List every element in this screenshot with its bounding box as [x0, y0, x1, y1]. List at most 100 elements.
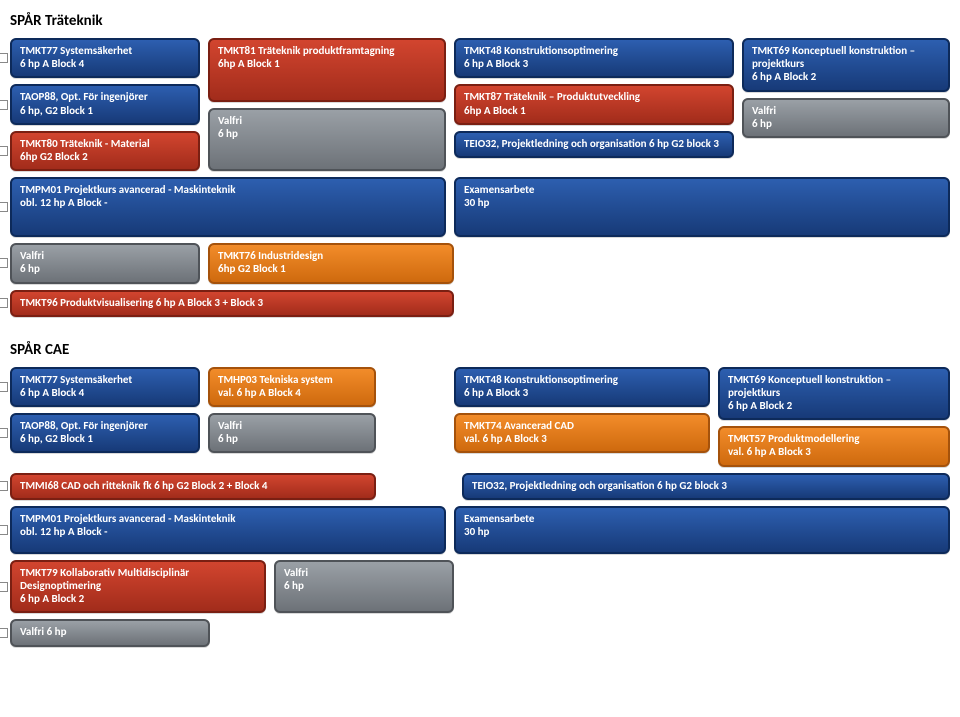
course-box: TMKT48 Konstruktionsoptimering 6 hp A Bl…: [454, 367, 710, 407]
course-box: Valfri 6 hp: [208, 413, 376, 453]
course-title: TMHP03 Tekniska system: [218, 373, 366, 386]
course-box: Valfri 6 hp: [208, 108, 446, 172]
course-title: TMKT69 Konceptuell konstruktion – projek…: [728, 373, 940, 399]
course-sub: 6hp A Block 1: [218, 57, 436, 70]
course-box: TMHP03 Tekniska system val. 6 hp A Block…: [208, 367, 376, 407]
course-title: TMKT80 Träteknik - Material: [20, 137, 190, 150]
tick-mark: [0, 382, 8, 392]
course-box: TMKT87 Träteknik – Produktutveckling 6hp…: [454, 84, 734, 124]
course-title: TMKT76 Industridesign: [218, 249, 444, 262]
course-box: TMKT74 Avancerad CAD val. 6 hp A Block 3: [454, 413, 710, 453]
course-sub: 6 hp A Block 2: [20, 592, 256, 605]
tra-row2: TMPM01 Projektkurs avancerad - Maskintek…: [10, 177, 950, 237]
course-box: TMKT79 Kollaborativ Multidisciplinär Des…: [10, 560, 266, 614]
course-box: TEIO32, Projektledning och organisation …: [462, 473, 950, 500]
course-sub: 6 hp A Block 2: [752, 70, 940, 83]
course-sub: 6 hp: [284, 579, 444, 592]
course-title: TMKT69 Konceptuell konstruktion – projek…: [752, 44, 940, 70]
course-sub: val. 6 hp A Block 3: [728, 445, 940, 458]
course-sub: 30 hp: [464, 196, 940, 209]
course-box: TMKT77 Systemsäkerhet 6 hp A Block 4: [10, 367, 200, 407]
course-title: TMKT57 Produktmodellering: [728, 432, 940, 445]
course-title: TAOP88, Opt. För ingenjörer: [20, 90, 190, 103]
tick-mark: [0, 202, 8, 212]
course-box: Examensarbete 30 hp: [454, 177, 950, 237]
course-title: TMKT48 Konstruktionsoptimering: [464, 44, 724, 57]
tick-mark: [0, 525, 8, 535]
course-sub: 6 hp: [752, 117, 940, 130]
cae-row3: TMPM01 Projektkurs avancerad - Maskintek…: [10, 506, 950, 554]
course-sub: obl. 12 hp A Block -: [20, 196, 436, 209]
course-title: Valfri: [284, 566, 444, 579]
tick-mark: [0, 146, 8, 156]
course-title: TMKT77 Systemsäkerhet: [20, 373, 190, 386]
course-box: TAOP88, Opt. För ingenjörer 6 hp, G2 Blo…: [10, 413, 200, 453]
course-box: Valfri 6 hp: [10, 243, 200, 283]
tick-mark: [0, 298, 8, 308]
course-box: TMPM01 Projektkurs avancerad - Maskintek…: [10, 177, 446, 237]
course-sub: 30 hp: [464, 525, 940, 538]
course-title: TMKT48 Konstruktionsoptimering: [464, 373, 700, 386]
course-sub: 6 hp A Block 3: [464, 57, 724, 70]
course-sub: 6 hp: [20, 262, 190, 275]
course-title: Valfri: [20, 249, 190, 262]
course-box: TMKT81 Träteknik produktframtagning 6hp …: [208, 38, 446, 102]
course-sub: 6 hp, G2 Block 1: [20, 432, 190, 445]
course-box: TMPM01 Projektkurs avancerad - Maskintek…: [10, 506, 446, 554]
course-sub: 6 hp A Block 4: [20, 57, 190, 70]
course-box: Valfri 6 hp: [274, 560, 454, 614]
section-title-cae: SPÅR CAE: [10, 341, 950, 359]
course-sub: 6hp A Block 1: [464, 104, 724, 117]
course-title: TMKT81 Träteknik produktframtagning: [218, 44, 436, 57]
course-title: TMKT87 Träteknik – Produktutveckling: [464, 90, 724, 103]
tra-row1: TMKT77 Systemsäkerhet 6 hp A Block 4 TAO…: [10, 38, 950, 171]
course-sub: 6 hp: [218, 432, 366, 445]
course-sub: val. 6 hp A Block 3: [464, 432, 700, 445]
tra-row3: Valfri 6 hp TMKT76 Industridesign 6hp G2…: [10, 243, 454, 283]
course-box: TMKT57 Produktmodellering val. 6 hp A Bl…: [718, 426, 950, 466]
course-title: TEIO32, Projektledning och organisation …: [472, 479, 940, 492]
course-box: TMKT69 Konceptuell konstruktion – projek…: [742, 38, 950, 92]
course-box: Examensarbete 30 hp: [454, 506, 950, 554]
course-sub: val. 6 hp A Block 4: [218, 386, 366, 399]
tick-mark: [0, 53, 8, 63]
course-title: TEIO32, Projektledning och organisation …: [464, 137, 724, 150]
course-sub: 6 hp: [218, 127, 436, 140]
course-title: TMKT79 Kollaborativ Multidisciplinär Des…: [20, 566, 256, 592]
tick-mark: [0, 100, 8, 110]
course-title: Valfri: [218, 114, 436, 127]
course-box: TMKT96 Produktvisualisering 6 hp A Block…: [10, 290, 454, 317]
tick-mark: [0, 628, 8, 638]
tick-mark: [0, 582, 8, 592]
course-box: TEIO32, Projektledning och organisation …: [454, 131, 734, 158]
course-title: Valfri: [752, 104, 940, 117]
course-sub: 6hp G2 Block 1: [218, 262, 444, 275]
course-sub: 6 hp A Block 2: [728, 399, 940, 412]
course-box: TMKT48 Konstruktionsoptimering 6 hp A Bl…: [454, 38, 734, 78]
course-sub: obl. 12 hp A Block -: [20, 525, 436, 538]
tick-mark: [0, 428, 8, 438]
course-title: Valfri 6 hp: [20, 625, 200, 638]
course-sub: 6 hp, G2 Block 1: [20, 104, 190, 117]
course-sub: 6 hp A Block 4: [20, 386, 190, 399]
course-title: TMPM01 Projektkurs avancerad - Maskintek…: [20, 512, 436, 525]
course-title: TMKT96 Produktvisualisering 6 hp A Block…: [20, 296, 444, 309]
course-title: TMKT74 Avancerad CAD: [464, 419, 700, 432]
tra-row4: TMKT96 Produktvisualisering 6 hp A Block…: [10, 290, 454, 317]
course-title: Valfri: [218, 419, 366, 432]
course-sub: 6hp G2 Block 2: [20, 150, 190, 163]
course-box: TMKT76 Industridesign 6hp G2 Block 1: [208, 243, 454, 283]
cae-row2: TMMI68 CAD och ritteknik fk 6 hp G2 Bloc…: [10, 473, 950, 500]
course-box: TMKT77 Systemsäkerhet 6 hp A Block 4: [10, 38, 200, 78]
course-box: TMKT69 Konceptuell konstruktion – projek…: [718, 367, 950, 421]
cae-row4: TMKT79 Kollaborativ Multidisciplinär Des…: [10, 560, 454, 614]
course-title: Examensarbete: [464, 512, 940, 525]
tick-mark: [0, 481, 8, 491]
course-title: TAOP88, Opt. För ingenjörer: [20, 419, 190, 432]
course-box: TMMI68 CAD och ritteknik fk 6 hp G2 Bloc…: [10, 473, 376, 500]
course-title: TMKT77 Systemsäkerhet: [20, 44, 190, 57]
course-box: TMKT80 Träteknik - Material 6hp G2 Block…: [10, 131, 200, 171]
course-title: TMPM01 Projektkurs avancerad - Maskintek…: [20, 183, 436, 196]
course-title: TMMI68 CAD och ritteknik fk 6 hp G2 Bloc…: [20, 479, 366, 492]
course-title: Examensarbete: [464, 183, 940, 196]
